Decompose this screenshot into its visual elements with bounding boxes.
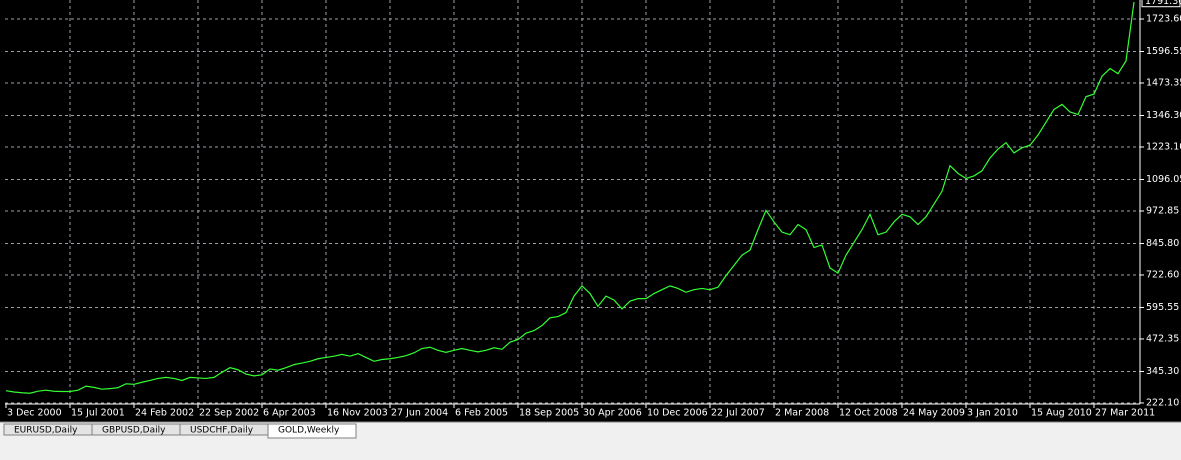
x-tick-label: 2 Mar 2008 — [775, 408, 829, 419]
x-tick-label: 15 Aug 2010 — [1031, 408, 1092, 419]
x-tick-label: 18 Sep 2005 — [519, 408, 579, 419]
tab[interactable]: GBPUSD,Daily — [91, 423, 181, 436]
x-tick-label: 6 Feb 2005 — [455, 408, 508, 419]
tab-shape — [267, 423, 357, 439]
x-tick-label: 24 May 2009 — [903, 408, 965, 419]
current-price-label: 1791.30 — [1145, 0, 1181, 7]
x-tick-label: 3 Jan 2010 — [967, 408, 1018, 419]
y-tick-label: 222.10 — [1146, 397, 1179, 408]
x-tick-label: 30 Apr 2006 — [583, 408, 642, 419]
y-tick-label: 1596.55 — [1146, 46, 1181, 57]
x-tick-label: 12 Oct 2008 — [839, 408, 898, 419]
price-line — [5, 1, 1135, 394]
x-tick-label: 6 Apr 2003 — [263, 408, 316, 419]
x-tick-label: 27 Mar 2011 — [1095, 408, 1155, 419]
y-tick-label: 1346.30 — [1146, 110, 1181, 121]
x-tick-label: 22 Sep 2002 — [199, 408, 259, 419]
tab[interactable]: USDCHF,Daily — [179, 423, 269, 436]
x-tick-label: 15 Jul 2001 — [71, 408, 125, 419]
y-tick-label: 722.60 — [1146, 269, 1179, 280]
y-tick-label: 1223.10 — [1146, 141, 1181, 152]
current-price-box — [1141, 0, 1181, 8]
x-tick-label: 3 Dec 2000 — [7, 408, 62, 419]
tab-label: GBPUSD,Daily — [102, 426, 166, 436]
y-tick-label: 1096.05 — [1146, 174, 1181, 185]
tab-label: USDCHF,Daily — [190, 426, 254, 436]
x-tick-label: 16 Nov 2003 — [327, 408, 388, 419]
x-tick-label: 10 Dec 2006 — [647, 408, 708, 419]
tab-label: EURUSD,Daily — [14, 426, 78, 436]
y-tick-label: 595.55 — [1146, 302, 1179, 313]
y-tick-label: 1473.35 — [1146, 78, 1181, 89]
y-tick-label: 472.35 — [1146, 333, 1179, 344]
tab[interactable]: EURUSD,Daily — [3, 423, 93, 436]
x-tick-label: 27 Jun 2004 — [391, 408, 448, 419]
y-tick-label: 345.30 — [1146, 366, 1179, 377]
tab[interactable]: GOLD,Weekly — [267, 423, 357, 439]
x-tick-label: 24 Feb 2002 — [135, 408, 194, 419]
y-tick-label: 845.80 — [1146, 238, 1179, 249]
x-tick-label: 22 Jul 2007 — [711, 408, 765, 419]
y-tick-label: 1723.60 — [1146, 14, 1181, 25]
tab-label: GOLD,Weekly — [278, 426, 340, 436]
y-tick-label: 972.85 — [1146, 205, 1179, 216]
